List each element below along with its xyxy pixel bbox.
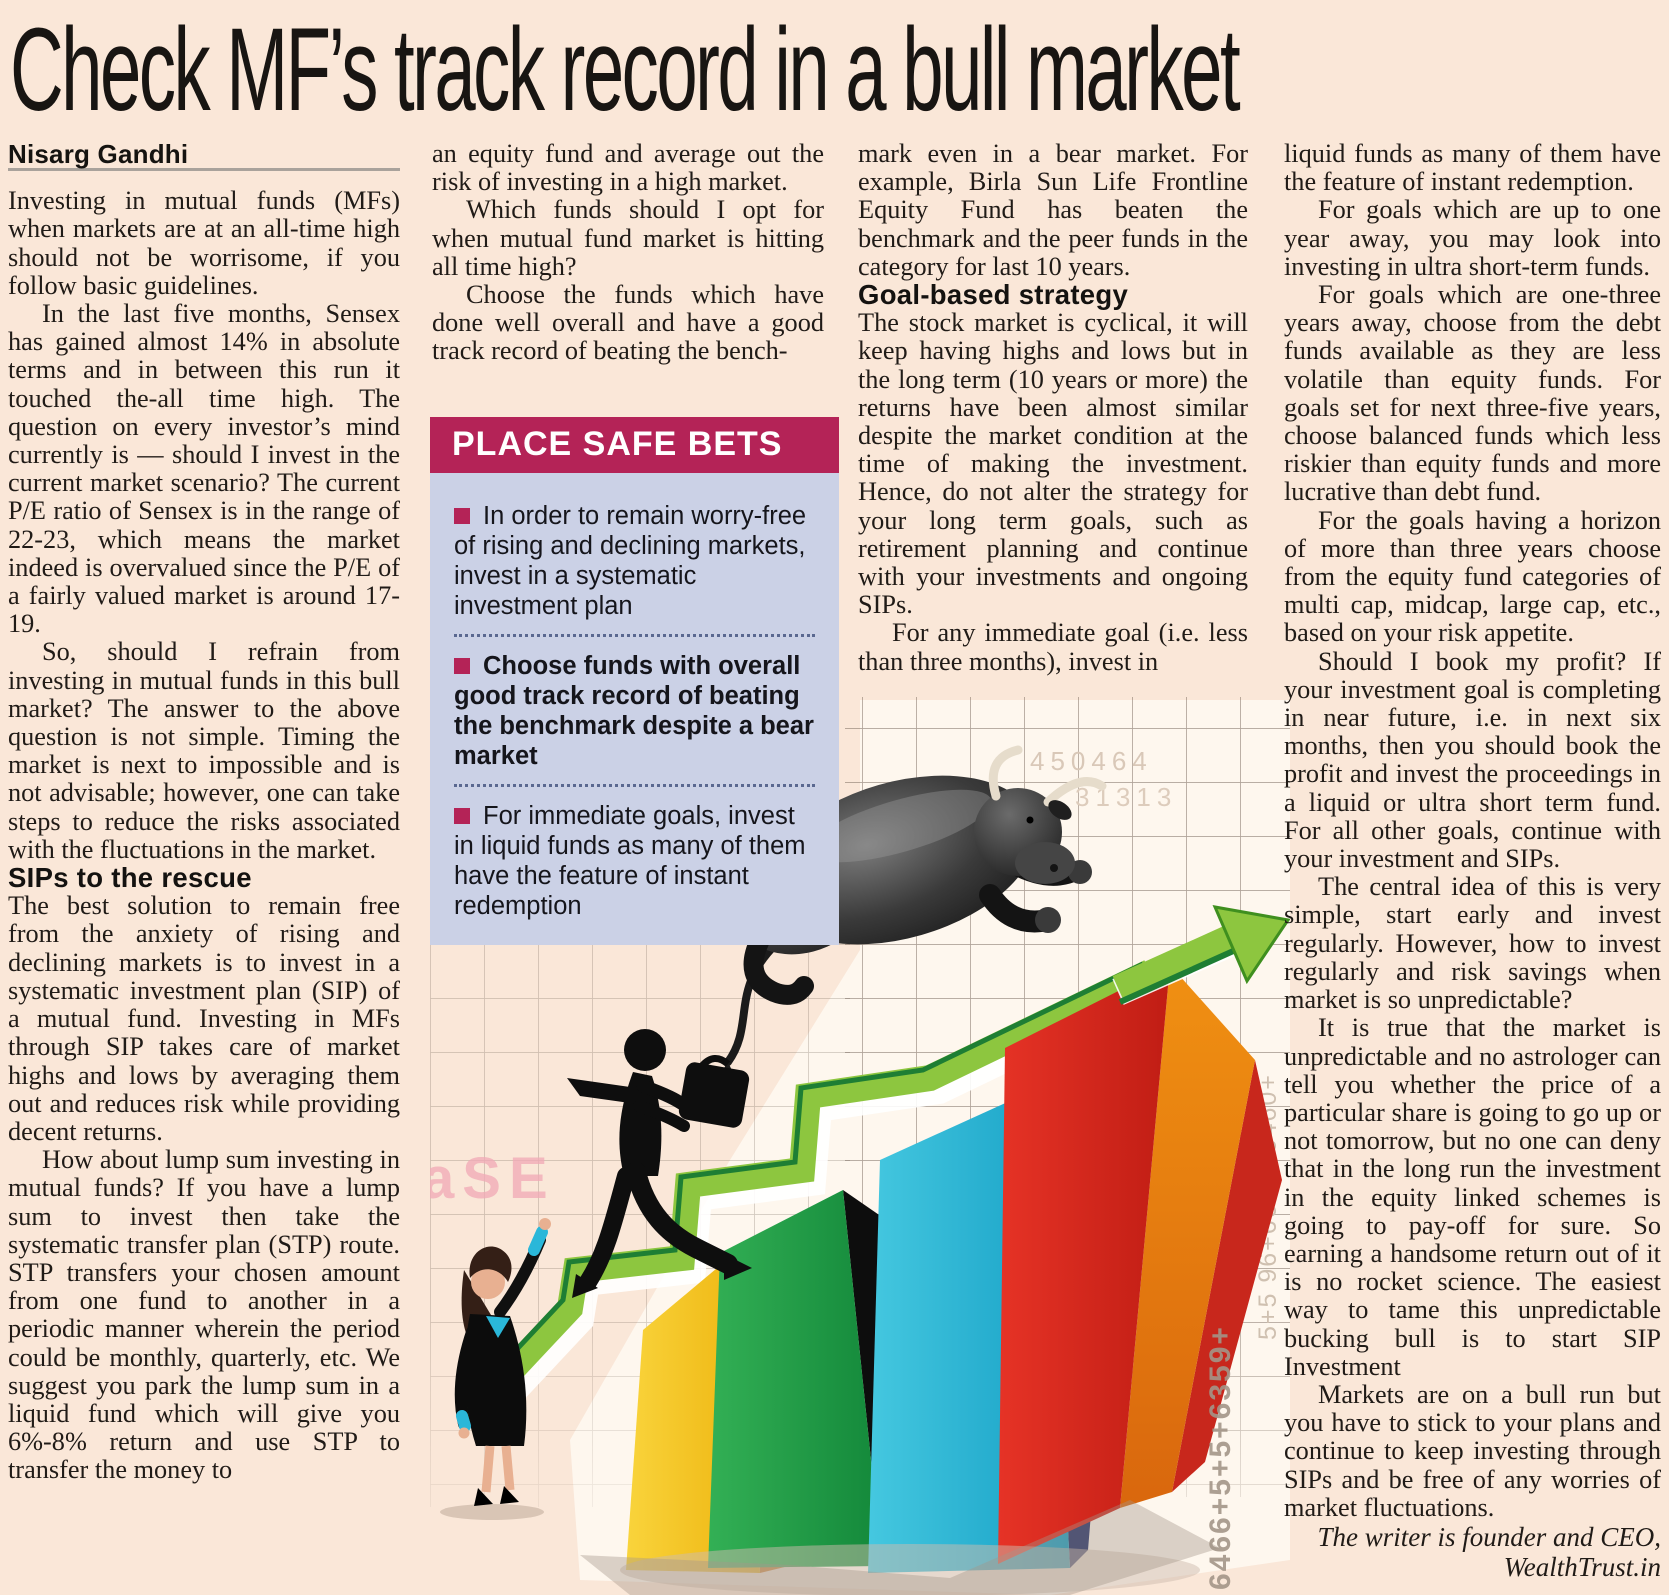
bullet-square-icon xyxy=(454,658,470,674)
businesswoman-figure xyxy=(440,1218,551,1520)
side-numbers-dark: 6466+5+5+6359+ xyxy=(1204,1325,1237,1590)
watermark-letters: aSE xyxy=(430,1146,556,1211)
infobox-bullet: Choose funds with overall good track rec… xyxy=(454,651,815,771)
infobox-bullet: In order to remain worry-free of rising … xyxy=(454,501,815,621)
paragraph: liquid funds as many of them have the fe… xyxy=(1284,140,1661,197)
paragraph: In the last five months, Sensex has gain… xyxy=(8,299,400,639)
paragraph: Investing in mutual funds (MFs) when mar… xyxy=(8,186,400,300)
businessman-silhouette xyxy=(567,1029,752,1298)
paragraph: For the goals having a horizon of more t… xyxy=(1284,505,1661,648)
dotted-divider xyxy=(454,784,815,787)
paragraph: So, should I refrain from investing in m… xyxy=(8,637,400,864)
growth-arrow-head xyxy=(1112,905,1290,1005)
infobox-body: In order to remain worry-free of rising … xyxy=(430,473,839,945)
paragraph: For any immediate goal (i.e. less than t… xyxy=(858,618,1248,676)
infobox-title: PLACE SAFE BETS xyxy=(430,417,839,473)
paragraph: Choose the funds which have done well ov… xyxy=(432,280,824,366)
bullet-text: For immediate goals, invest in liquid fu… xyxy=(454,802,806,920)
dotted-divider xyxy=(454,634,815,637)
column-3: mark even in a bear market. For example,… xyxy=(858,140,1248,696)
paragraph: Which funds should I opt for when mutual… xyxy=(432,195,824,281)
bullet-text: In order to remain worry-free of rising … xyxy=(454,502,807,620)
ground-shadow xyxy=(620,1544,1200,1595)
paragraph: The central idea of this is very simple,… xyxy=(1284,872,1661,1015)
article-headline: Check MF’s track record in a bull market xyxy=(10,2,1669,136)
bar-chart-illustration xyxy=(626,965,1282,1573)
ground-shadow xyxy=(580,1500,1220,1595)
paragraph: It is true that the market is unpredicta… xyxy=(1284,1013,1661,1381)
column-2: an equity fund and average out the risk … xyxy=(432,140,824,416)
paragraph: an equity fund and average out the risk … xyxy=(432,140,824,197)
section-subhead: SIPs to the rescue xyxy=(8,862,252,894)
place-safe-bets-box: PLACE SAFE BETS In order to remain worry… xyxy=(430,417,839,945)
headline-text: Check MF’s track record in a bull market xyxy=(10,4,1241,136)
column-4: liquid funds as many of them have the fe… xyxy=(1284,140,1661,1592)
bar-red xyxy=(998,965,1282,1564)
infobox-bullet: For immediate goals, invest in liquid fu… xyxy=(454,801,815,921)
paragraph: Markets are on a bull run but you have t… xyxy=(1284,1379,1661,1522)
bullet-square-icon xyxy=(454,508,470,524)
paragraph: The best solution to remain free from th… xyxy=(8,891,400,1146)
byline: Nisarg Gandhi xyxy=(8,140,189,169)
paragraph: mark even in a bear market. For example,… xyxy=(858,140,1248,281)
paragraph: The stock market is cyclical, it will ke… xyxy=(858,308,1248,620)
byline-rule xyxy=(8,168,400,172)
column-1: Nisarg Gandhi Investing in mutual funds … xyxy=(8,140,400,1590)
paragraph: Should I book my profit? If your investm… xyxy=(1284,646,1661,874)
paragraph: For goals which are up to one year away,… xyxy=(1284,195,1661,281)
paragraph: For goals which are one-three years away… xyxy=(1284,280,1661,507)
bullet-text: Choose funds with overall good track rec… xyxy=(454,652,814,770)
growth-arrow xyxy=(455,960,1166,1442)
section-subhead: Goal-based strategy xyxy=(858,279,1129,311)
paragraph: How about lump sum investing in mutual f… xyxy=(8,1145,400,1485)
bullet-square-icon xyxy=(454,808,470,824)
watermark-numbers: 450464 xyxy=(1030,746,1153,776)
author-credit: The writer is founder and CEO, WealthTrus… xyxy=(1317,1521,1661,1582)
watermark-numbers: 31313 xyxy=(1075,782,1177,812)
